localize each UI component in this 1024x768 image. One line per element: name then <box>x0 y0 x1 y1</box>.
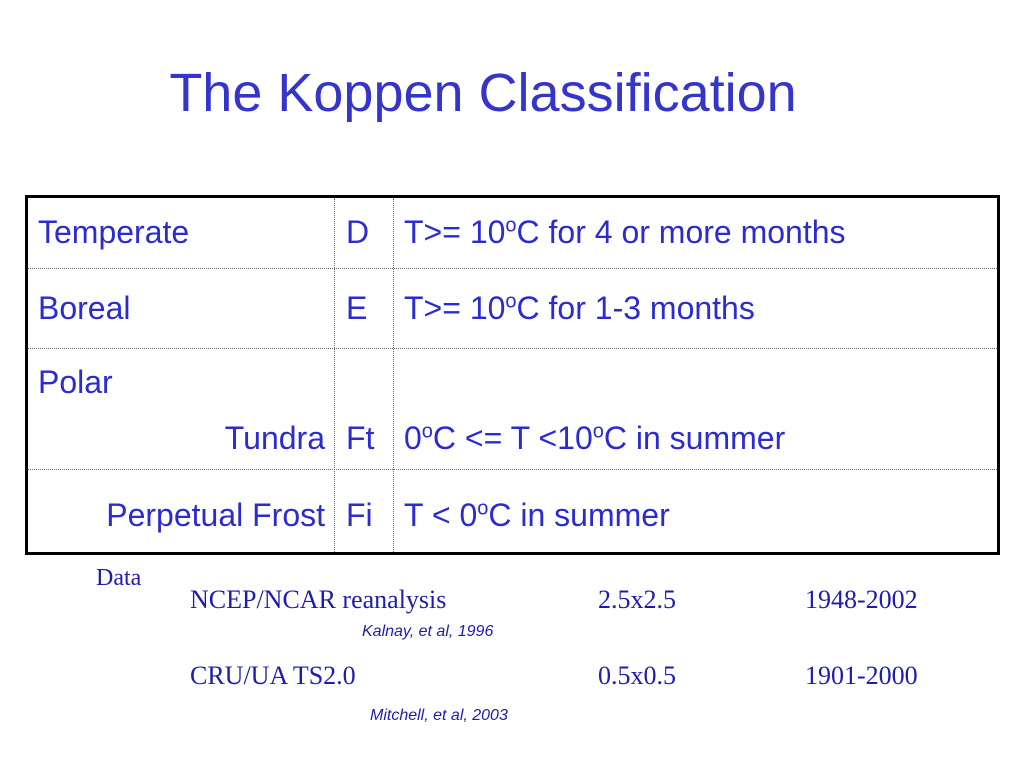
dataset-period: 1948-2002 <box>805 585 918 614</box>
text: T < 0 <box>404 497 478 533</box>
data-label: Data <box>96 565 142 591</box>
text: C for 1-3 months <box>516 290 755 326</box>
cell: T>= 10oC for 1-3 months <box>404 290 755 327</box>
row-divider <box>28 268 997 269</box>
cell: T < 0oC in summer <box>404 497 670 534</box>
cell: Ft <box>346 420 375 456</box>
row-divider <box>28 469 997 470</box>
citation: Kalnay, et al, 1996 <box>362 623 494 640</box>
dataset-resolution: 0.5x0.5 <box>598 661 676 690</box>
text: 0 <box>404 420 422 456</box>
citation: Mitchell, et al, 2003 <box>370 707 508 724</box>
cell: D <box>346 214 370 250</box>
cell: Fi <box>346 497 373 533</box>
col-divider <box>393 198 394 552</box>
superscript: o <box>505 214 517 237</box>
cell: Perpetual Frost <box>106 497 325 533</box>
text: C for 4 or more months <box>516 214 846 250</box>
text: T>= 10 <box>404 214 506 250</box>
table: Temperate D T>= 10oC for 4 or more month… <box>25 195 1000 555</box>
title: The Koppen Classification <box>169 63 797 123</box>
cell: Tundra <box>224 420 325 456</box>
cell: Polar <box>38 364 113 400</box>
superscript: o <box>421 420 433 443</box>
text: T>= 10 <box>404 290 506 326</box>
superscript: o <box>505 290 517 313</box>
dataset-name: NCEP/NCAR reanalysis <box>190 585 447 614</box>
cell: Boreal <box>38 290 131 326</box>
text: C <= T <10 <box>432 420 593 456</box>
superscript: o <box>477 497 489 520</box>
text: C in summer <box>488 497 670 533</box>
superscript: o <box>592 420 604 443</box>
row-divider <box>28 348 997 349</box>
dataset-period: 1901-2000 <box>805 661 918 690</box>
cell: 0oC <= T <10oC in summer <box>404 420 785 457</box>
dataset-resolution: 2.5x2.5 <box>598 585 676 614</box>
col-divider <box>334 198 335 552</box>
dataset-name: CRU/UA TS2.0 <box>190 661 356 690</box>
cell: Temperate <box>38 214 190 250</box>
text: C in summer <box>603 420 786 456</box>
cell: E <box>346 290 368 326</box>
cell: T>= 10oC for 4 or more months <box>404 214 846 251</box>
